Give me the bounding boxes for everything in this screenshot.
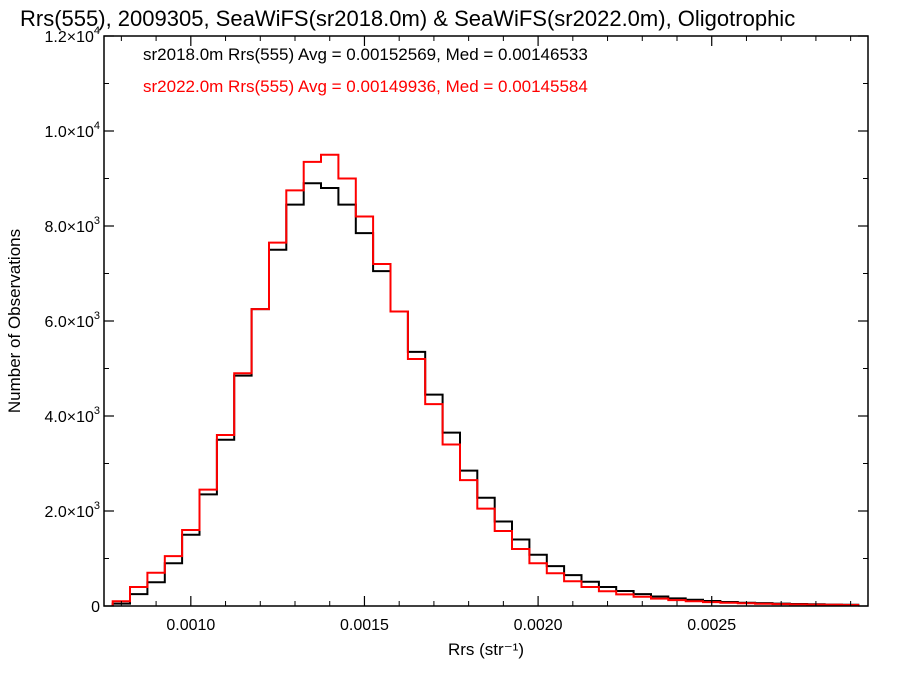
chart-title: Rrs(555), 2009305, SeaWiFS(sr2018.0m) & …: [20, 6, 795, 31]
x-tick-label: 0.0015: [340, 617, 389, 634]
y-tick-label: 8.0×103: [44, 215, 100, 236]
y-tick-label: 6.0×103: [44, 310, 100, 331]
y-tick-label: 2.0×103: [44, 500, 100, 521]
plot-frame: [103, 35, 869, 607]
x-axis-ticks: 0.0010 0.0015 0.0020 0.0025: [120, 36, 852, 634]
x-tick-label: 0.0010: [166, 617, 215, 634]
y-tick-label: 4.0×103: [44, 405, 100, 426]
series-line-sr2018-0m: [111, 182, 860, 606]
x-tick-label: 0.0025: [687, 617, 736, 634]
y-tick-label: 1.0×104: [44, 120, 100, 141]
y-tick-label: 0: [91, 599, 100, 616]
series-line-sr2022-0m: [111, 153, 860, 606]
series-annotation-sr2022: sr2022.0m Rrs(555) Avg = 0.00149936, Med…: [143, 77, 588, 96]
x-axis-label: Rrs (str⁻¹): [448, 640, 524, 659]
x-tick-label: 0.0020: [514, 617, 563, 634]
y-axis-label: Number of Observations: [5, 229, 24, 413]
y-axis-ticks: 0 2.0×103 4.0×103 6.0×103 8.0×103 1.0×104 1.2×…: [44, 25, 868, 616]
series-annotation-sr2018: sr2018.0m Rrs(555) Avg = 0.00152569, Med…: [143, 45, 588, 64]
y-tick-label: 1.2×104: [44, 25, 100, 46]
plot-area: [111, 153, 860, 606]
